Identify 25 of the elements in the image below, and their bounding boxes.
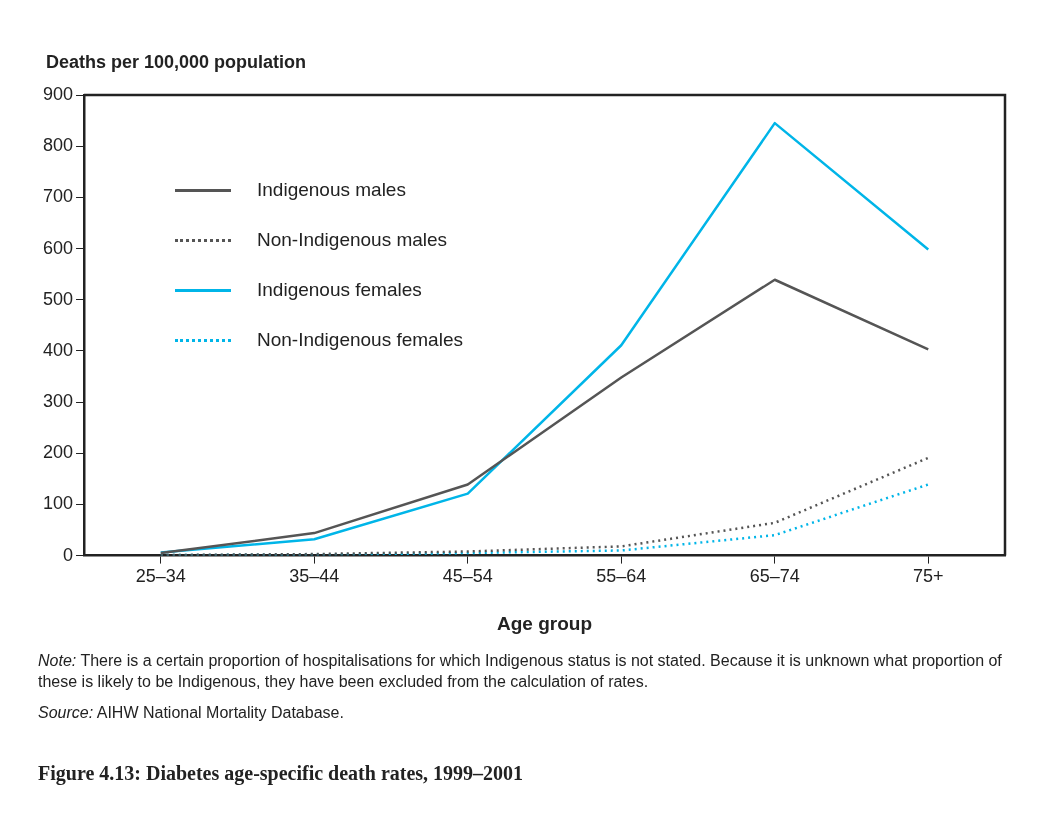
legend-label: Indigenous males [257,179,406,201]
y-tick-label: 400 [42,339,74,360]
legend-label: Non-Indigenous males [257,229,448,251]
x-tick-label: 25–34 [135,566,186,587]
y-tick-label: 500 [42,288,74,309]
y-tick-label: 600 [42,237,74,258]
x-tick-label: 65–74 [749,566,800,587]
y-tick-label: 0 [63,544,74,565]
x-tick-label: 55–64 [596,566,647,587]
y-tick-label: 100 [42,493,74,514]
x-tick-label: 35–44 [289,566,340,587]
x-tick-label: 45–54 [442,566,493,587]
legend-label: Non-Indigenous females [257,329,463,351]
y-tick-label: 900 [42,83,74,104]
legend-label: Indigenous females [257,279,422,301]
y-tick-label: 700 [42,186,74,207]
y-axis-title: Deaths per 100,000 population [46,52,307,73]
y-tick-label: 800 [42,135,74,156]
text: Note: There is a certain proportion of hospitalisations for which Indigenous status is not stated. Because it is unknown what proportion of these is likely to be Indigenous, they have been excluded from the calculation of rates. [38,651,1003,692]
x-axis-title: Age group [497,612,593,634]
text: Figure 4.13: Diabetes age-specific death rates, 1999–2001 [38,762,524,785]
source-note: Source: AIHW National Mortality Database. [38,703,345,723]
x-tick-label: 75+ [912,566,944,587]
y-tick-label: 200 [42,442,74,463]
y-tick-label: 300 [42,391,74,412]
